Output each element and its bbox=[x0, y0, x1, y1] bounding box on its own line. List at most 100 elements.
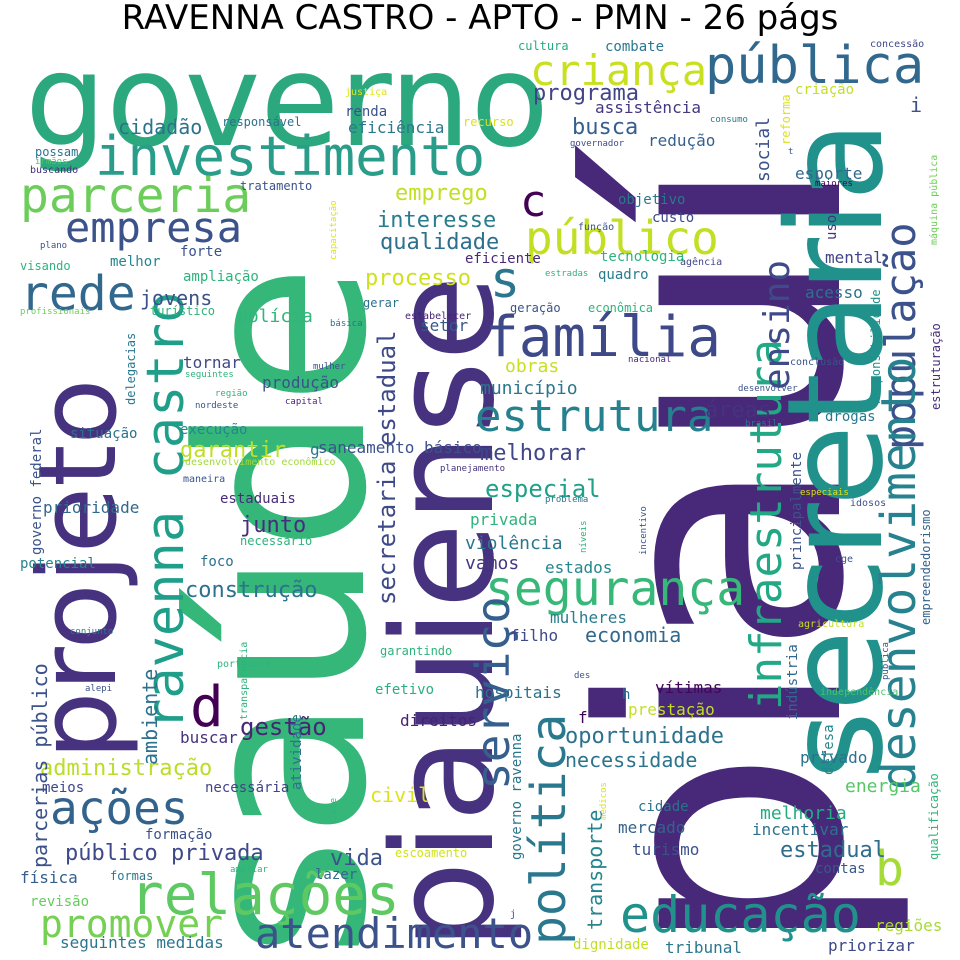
cloud-word: mulher bbox=[313, 362, 346, 372]
cloud-word: des bbox=[574, 671, 591, 681]
cloud-word: criação bbox=[795, 82, 855, 98]
cloud-word: f bbox=[578, 708, 588, 727]
cloud-word: turístico bbox=[150, 304, 216, 318]
cloud-word: desenvolver bbox=[738, 384, 798, 394]
cloud-word: necessário bbox=[240, 534, 313, 548]
cloud-word: maiores bbox=[815, 179, 853, 189]
cloud-word: agência bbox=[680, 257, 723, 268]
cloud-word: d bbox=[190, 675, 224, 740]
cloud-word: ensino bbox=[757, 259, 798, 390]
cloud-word: transparência bbox=[239, 641, 250, 720]
cloud-word: potencial bbox=[20, 556, 96, 572]
cloud-word: programa bbox=[533, 81, 639, 106]
cloud-word: região bbox=[215, 389, 248, 399]
cloud-word: melhoria bbox=[760, 803, 847, 824]
cloud-word: qualidade bbox=[380, 230, 500, 255]
cloud-word: recurso bbox=[463, 115, 514, 129]
cloud-word: parcerias público bbox=[28, 663, 52, 868]
cloud-word: defesa bbox=[821, 724, 837, 775]
cloud-word: uso bbox=[824, 214, 840, 240]
cloud-word: busca bbox=[572, 115, 639, 140]
cloud-word: necessária bbox=[205, 780, 290, 796]
cloud-word: mental bbox=[825, 248, 883, 267]
cloud-word: vamos bbox=[465, 553, 520, 574]
cloud-word: vítimas bbox=[655, 678, 723, 697]
cloud-word: drogas bbox=[825, 409, 876, 425]
cloud-word: contas bbox=[815, 861, 866, 877]
cloud-word: civil bbox=[370, 783, 431, 807]
cloud-word: formação bbox=[145, 827, 213, 843]
cloud-word: buscar bbox=[180, 728, 238, 747]
cloud-word: básica bbox=[330, 319, 363, 329]
cloud-word: visando bbox=[20, 259, 71, 273]
cloud-word: incentivar bbox=[752, 820, 849, 839]
cloud-word: meios bbox=[42, 780, 85, 796]
cloud-word: independência bbox=[820, 687, 899, 698]
cloud-word: idosos bbox=[850, 498, 887, 509]
cloud-word: foco bbox=[200, 554, 234, 570]
cloud-word: pública bbox=[705, 36, 925, 96]
cloud-word: responsabilidade bbox=[869, 289, 883, 405]
cloud-word: privada bbox=[470, 510, 538, 529]
cloud-word: garantindo bbox=[380, 644, 453, 658]
cloud-word: forte bbox=[180, 244, 223, 260]
cloud-word: g bbox=[310, 440, 320, 459]
cloud-word: empreendedorismo bbox=[919, 509, 933, 625]
cloud-word: público privada bbox=[65, 841, 264, 866]
cloud-word: mulheres bbox=[550, 608, 628, 627]
cloud-word: polícia bbox=[237, 306, 313, 327]
cloud-word: capital bbox=[285, 397, 323, 407]
cloud-word: acesso bbox=[805, 283, 863, 302]
cloud-word: publica bbox=[881, 642, 891, 680]
cloud-word: médicos bbox=[599, 782, 609, 820]
cloud-word: processo bbox=[365, 266, 471, 291]
cloud-word: segurança bbox=[485, 561, 746, 617]
cloud-word: rede bbox=[20, 266, 136, 322]
cloud-word: estadual bbox=[780, 838, 886, 863]
cloud-word: parceria bbox=[20, 168, 252, 224]
cloud-word: tecnologia bbox=[600, 249, 685, 265]
cloud-word: criança bbox=[530, 46, 708, 95]
cloud-word: responsável bbox=[222, 115, 302, 129]
cloud-word: ambiente bbox=[138, 668, 162, 765]
cloud-word: alepi bbox=[85, 684, 113, 694]
cloud-word: educação bbox=[620, 886, 861, 944]
cloud-word: máquina pública bbox=[929, 154, 940, 245]
cloud-word: qualificação bbox=[927, 773, 941, 860]
cloud-word: transporte bbox=[583, 809, 607, 930]
cloud-word: estados bbox=[545, 558, 613, 577]
cloud-word: gerar bbox=[363, 296, 400, 310]
cloud-word: tribunal bbox=[665, 938, 743, 957]
cloud-word: melhor bbox=[110, 254, 161, 270]
cloud-word: ações bbox=[50, 781, 189, 835]
cloud-word: junto bbox=[240, 513, 307, 538]
cloud-word: seguintes bbox=[185, 370, 234, 380]
cloud-word: execução bbox=[180, 422, 248, 438]
cloud-word: interesse bbox=[377, 208, 497, 233]
cloud-word: cidade bbox=[638, 799, 689, 815]
cloud-word: efetivo bbox=[375, 682, 435, 698]
cloud-word: cidadão bbox=[118, 115, 203, 139]
cloud-word: irmãos bbox=[35, 157, 68, 167]
cloud-word: necessidade bbox=[565, 748, 698, 772]
cloud-word: profissionais bbox=[20, 307, 91, 317]
page-title: RAVENNA CASTRO - APTO - PMN - 26 págs bbox=[121, 0, 839, 38]
cloud-word: vida bbox=[330, 846, 383, 871]
cloud-word: lazer bbox=[315, 867, 358, 883]
cloud-word: nacional bbox=[628, 355, 672, 365]
cloud-word: melhorar bbox=[480, 441, 586, 466]
cloud-word: cge bbox=[835, 554, 854, 565]
cloud-word: i bbox=[910, 93, 923, 117]
cloud-word: filho bbox=[510, 626, 559, 645]
cloud-word: governador bbox=[570, 139, 625, 149]
cloud-word: desenvolvimento econômico bbox=[185, 457, 336, 468]
cloud-word: governo federal bbox=[29, 428, 45, 555]
cloud-word: indústria bbox=[785, 644, 801, 720]
cloud-word: garantir bbox=[180, 438, 286, 463]
cloud-word: energia bbox=[845, 776, 921, 797]
cloud-word: delegacias bbox=[124, 332, 138, 405]
cloud-word: combate bbox=[605, 39, 665, 55]
cloud-word: brasil bbox=[745, 419, 778, 429]
cloud-word: economia bbox=[585, 623, 682, 647]
